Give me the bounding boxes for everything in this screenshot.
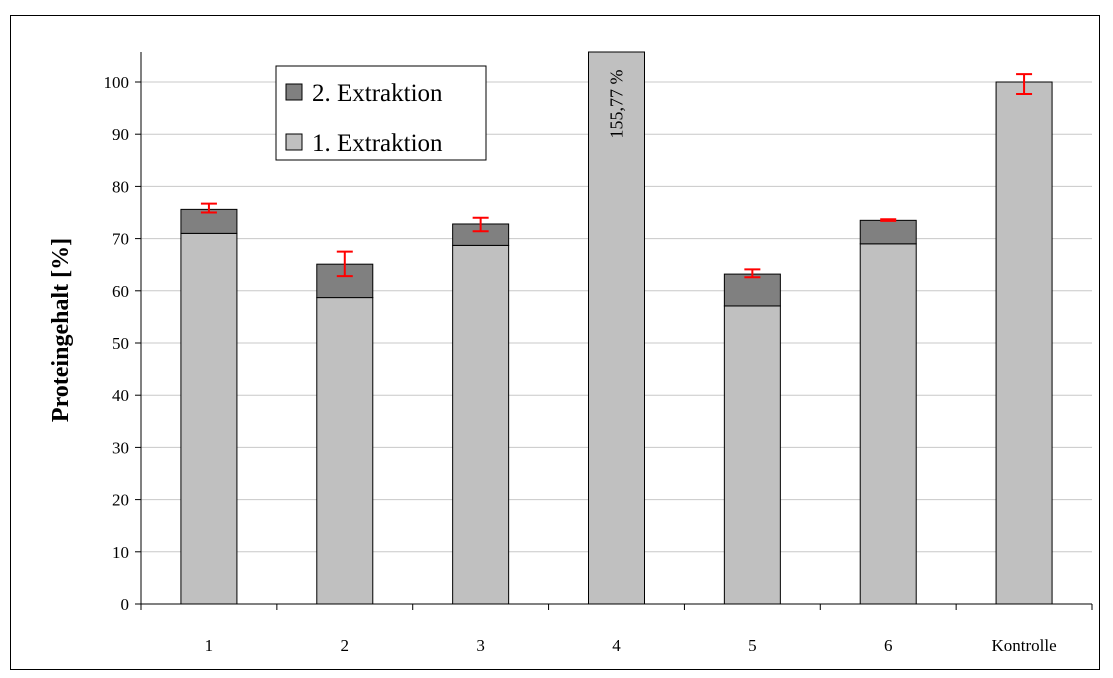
legend-label-1-extraktion: 1. Extraktion: [312, 130, 443, 157]
bar-1-extraktion-1: [180, 232, 238, 605]
annotation-bar-4: 155,77 %: [607, 70, 627, 139]
y-tick-label-10: 10: [112, 543, 129, 562]
y-tick-label-20: 20: [112, 491, 129, 510]
bar-1-extraktion-4: [588, 51, 645, 605]
legend-swatch-1-extraktion: [285, 133, 303, 151]
y-tick-label-100: 100: [104, 73, 130, 92]
bar-1-extraktion-6: [859, 243, 917, 605]
y-tick-label-40: 40: [112, 386, 129, 405]
y-tick-label-50: 50: [112, 334, 129, 353]
y-tick-label-70: 70: [112, 230, 129, 249]
annotations: 155,77 %: [607, 70, 627, 139]
error-bars: [200, 73, 1033, 279]
bar-2-extraktion-5: [723, 273, 781, 307]
y-tick-label-0: 0: [121, 595, 130, 614]
bar-1-extraktion-3: [452, 244, 510, 605]
x-tick-label-Kontrolle: Kontrolle: [991, 636, 1056, 655]
legend-label-2-extraktion: 2. Extraktion: [312, 80, 443, 107]
legend: 2. Extraktion 1. Extraktion: [275, 65, 487, 161]
bar-2-extraktion-1: [180, 208, 238, 234]
x-tick-label-1: 1: [205, 636, 214, 655]
bar-2-extraktion-6: [859, 219, 917, 245]
x-tick-labels: 1 2 3 4 5 6 Kontrolle: [205, 636, 1057, 655]
x-tick-label-5: 5: [748, 636, 757, 655]
x-tick-label-4: 4: [612, 636, 621, 655]
y-axis-label: Proteingehalt [%]: [48, 238, 74, 422]
y-tick-label-30: 30: [112, 438, 129, 457]
legend-swatch-2-extraktion: [285, 83, 303, 101]
bar-1-extraktion-5: [723, 305, 781, 605]
bars: [180, 51, 1053, 605]
axes: [135, 52, 1093, 610]
y-tick-labels: 0 10 20 30 40 50 60 70 80 90 100: [104, 73, 130, 614]
y-tick-label-80: 80: [112, 177, 129, 196]
bar-1-extraktion-2: [316, 297, 374, 605]
y-tick-label-90: 90: [112, 125, 129, 144]
y-tick-label-60: 60: [112, 282, 129, 301]
x-tick-label-3: 3: [476, 636, 485, 655]
legend-box: [275, 65, 487, 161]
bar-1-extraktion-Kontrolle: [995, 81, 1053, 605]
x-tick-label-2: 2: [341, 636, 350, 655]
x-tick-label-6: 6: [884, 636, 893, 655]
